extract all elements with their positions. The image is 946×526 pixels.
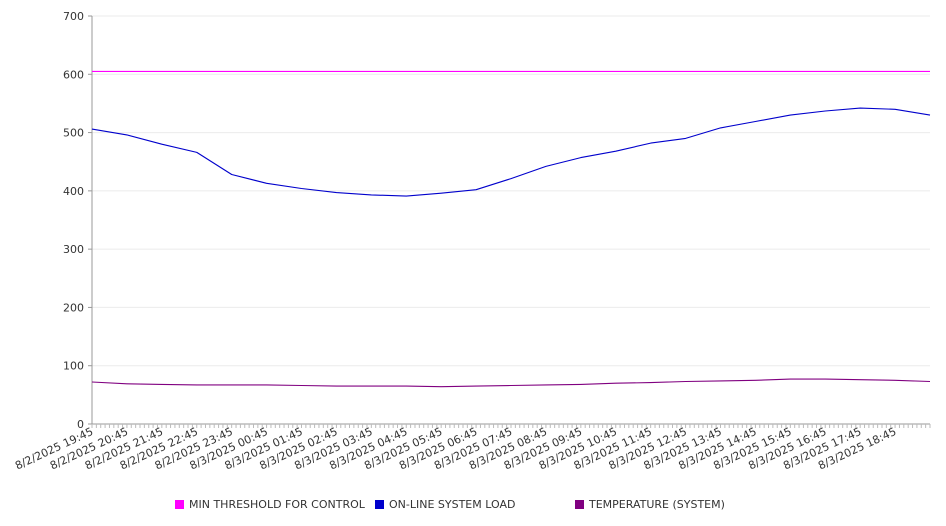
y-tick-label-0: 0 [77, 418, 84, 431]
series-line-2 [91, 378, 931, 388]
legend-swatch-temperature [575, 500, 584, 509]
y-tick-label-3: 300 [63, 243, 84, 256]
legend-label-system-load: ON-LINE SYSTEM LOAD [389, 498, 516, 511]
y-tick-label-4: 400 [63, 185, 84, 198]
legend-item-temperature[interactable]: TEMPERATURE (SYSTEM) [575, 498, 725, 511]
y-tick-label-2: 200 [63, 301, 84, 314]
y-tick-label-1: 100 [63, 360, 84, 373]
legend-swatch-system-load [375, 500, 384, 509]
y-tick-label-5: 500 [63, 127, 84, 140]
y-axis-ticks: 0 100 200 300 400 500 600 700 [63, 10, 92, 431]
series-lines [91, 70, 931, 388]
legend-label-temperature: TEMPERATURE (SYSTEM) [589, 498, 725, 511]
legend-item-system-load[interactable]: ON-LINE SYSTEM LOAD [375, 498, 515, 511]
legend-swatch-min-threshold [175, 500, 184, 509]
legend: MIN THRESHOLD FOR CONTROL ON-LINE SYSTEM… [0, 498, 946, 514]
x-axis-ticks: 8/2/2025 19:458/2/2025 20:458/2/2025 21:… [13, 424, 931, 472]
y-tick-label-7: 700 [63, 10, 84, 23]
grid-lines [92, 15, 930, 367]
y-tick-label-6: 600 [63, 68, 84, 81]
legend-item-min-threshold[interactable]: MIN THRESHOLD FOR CONTROL [175, 498, 365, 511]
series-line-1 [91, 107, 931, 197]
axes [91, 16, 930, 425]
legend-label-min-threshold: MIN THRESHOLD FOR CONTROL [189, 498, 365, 511]
